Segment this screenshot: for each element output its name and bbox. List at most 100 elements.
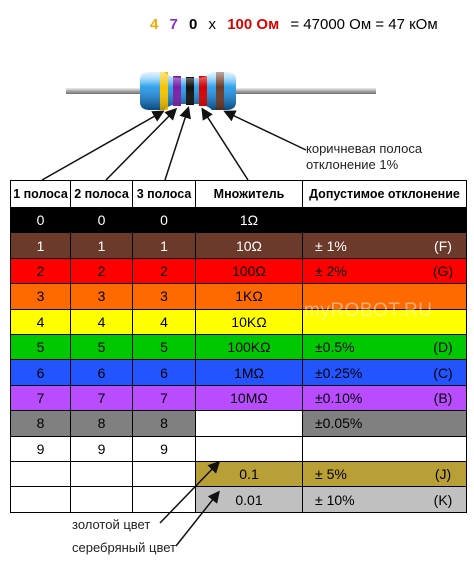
- band-1-cell: 6: [10, 359, 71, 386]
- band-1-cell: 8: [10, 410, 71, 437]
- resistor-diagram: [41, 72, 376, 180]
- resistor-shine: [140, 72, 236, 110]
- header-multiplier: Множитель: [195, 180, 303, 208]
- tolerance-note-line2: отклонение 1%: [306, 157, 399, 172]
- tolerance-content: ± 2% (G): [303, 263, 466, 279]
- band-3-cell: 2: [132, 257, 196, 285]
- band-2-cell: 4: [70, 308, 133, 335]
- band-2-cell: 8: [70, 410, 133, 437]
- band-3-cell: 4: [132, 308, 196, 335]
- multiplier-cell: 100Ω: [195, 257, 303, 285]
- band-3-cell: 7: [132, 384, 196, 412]
- header-band-3: 3 полоса: [132, 180, 196, 208]
- tolerance-note: коричневая полоса отклонение 1%: [306, 141, 422, 173]
- tolerance-value: ±0.5%: [315, 339, 355, 356]
- formula-times: x: [208, 16, 217, 33]
- tolerance-value: ±0.25%: [315, 364, 363, 381]
- tolerance-content: ± 1% (F): [303, 238, 466, 254]
- band-1-cell: 1: [10, 232, 71, 259]
- silver-multiplier-cell: 0.01: [195, 486, 303, 513]
- tolerance-note-line1: коричневая полоса: [306, 141, 423, 156]
- tolerance-content: ±0.10% (B): [303, 390, 466, 406]
- tolerance-code: (C): [433, 364, 453, 381]
- tolerance-code: (J): [434, 466, 452, 483]
- multiplier-cell: 10KΩ: [195, 308, 303, 335]
- empty-band-cell: [10, 461, 71, 488]
- band-3-cell: 0: [132, 207, 196, 234]
- multiplier-cell: [195, 410, 303, 437]
- multiplier-cell: 100KΩ: [195, 334, 303, 361]
- header-tolerance: Допустимое отклонение: [302, 180, 467, 208]
- band-3-cell: 3: [132, 283, 196, 310]
- tolerance-value: ± 5%: [315, 466, 347, 483]
- tolerance-value: ±0.05%: [315, 415, 363, 432]
- band-1-cell: 7: [10, 384, 71, 412]
- silver-tolerance-cell: ± 10% (K): [302, 486, 467, 513]
- band-1-cell: 4: [10, 308, 71, 335]
- band-1-cell: 5: [10, 334, 71, 361]
- band-3-cell: 9: [132, 435, 196, 462]
- band-3-cell: 5: [132, 334, 196, 361]
- multiplier-cell: 1Ω: [195, 207, 303, 234]
- color-code-table: 1 полоса 2 полоса 3 полоса Множитель Допусти…: [10, 180, 467, 513]
- arrow-band-3: [164, 106, 191, 180]
- resistance-formula: 4 7 0 x 100 Ом = 47000 Ом = 47 кОм: [150, 16, 445, 33]
- multiplier-cell: 1MΩ: [195, 359, 303, 386]
- empty-band-cell: [10, 486, 71, 513]
- gold-label: золотой цвет: [72, 517, 151, 532]
- silver-label: серебряный цвет: [72, 540, 176, 555]
- tolerance-value: ± 2%: [315, 262, 347, 279]
- header-band-1: 1 полоса: [10, 180, 71, 208]
- arrow-multiplier: [201, 107, 249, 180]
- gold-tolerance-cell: ± 5% (J): [302, 461, 467, 488]
- band-2-cell: 3: [70, 283, 133, 310]
- tolerance-cell: ± 1% (F): [302, 232, 467, 259]
- formula-digit-2: 7: [169, 16, 178, 33]
- tolerance-cell: ±0.5% (D): [302, 334, 467, 361]
- band-1-cell: 9: [10, 435, 71, 462]
- band-2-cell: 1: [70, 232, 133, 259]
- band-3-cell: 6: [132, 359, 196, 386]
- resistor: [66, 72, 376, 110]
- formula-digit-3: 0: [189, 16, 198, 33]
- resistor-lead-left: [66, 88, 146, 94]
- empty-band-cell: [70, 461, 133, 488]
- multiplier-cell: [195, 435, 303, 462]
- arrow-tolerance: [223, 110, 307, 151]
- arrow-band-1: [41, 110, 165, 180]
- formula-result: = 47000 Ом = 47 кОм: [290, 16, 438, 33]
- formula-multiplier: 100 Ом: [227, 16, 280, 33]
- tolerance-value: ± 10%: [315, 491, 355, 508]
- tolerance-content: ±0.25% (C): [303, 365, 466, 381]
- band-2-cell: 9: [70, 435, 133, 462]
- tolerance-content: ± 5% (J): [303, 466, 466, 482]
- tolerance-cell: [302, 435, 467, 462]
- band-arrows: [41, 106, 307, 180]
- tolerance-cell: [302, 308, 467, 335]
- resistor-lead-right: [226, 88, 376, 94]
- empty-band-cell: [70, 486, 133, 513]
- band-1-cell: 3: [10, 283, 71, 310]
- tolerance-content: ± 10% (K): [303, 492, 466, 508]
- tolerance-cell: ± 2% (G): [302, 257, 467, 285]
- multiplier-cell: 10Ω: [195, 232, 303, 259]
- band-3-cell: 1: [132, 232, 196, 259]
- tolerance-cell: ±0.05%: [302, 410, 467, 437]
- band-2-cell: 0: [70, 207, 133, 234]
- tolerance-code: (F): [434, 237, 452, 254]
- tolerance-value: ± 1%: [315, 237, 347, 254]
- tolerance-content: ±0.05%: [303, 415, 466, 431]
- tolerance-cell: [302, 283, 467, 310]
- tolerance-cell: [302, 207, 467, 234]
- band-2-cell: 7: [70, 384, 133, 412]
- formula-digit-1: 4: [150, 16, 159, 33]
- tolerance-code: (G): [432, 262, 454, 279]
- band-1-cell: 2: [10, 257, 71, 285]
- band-3-cell: 8: [132, 410, 196, 437]
- tolerance-code: (D): [433, 339, 453, 356]
- empty-band-cell: [132, 461, 196, 488]
- tolerance-content: ±0.5% (D): [303, 339, 466, 355]
- tolerance-code: (B): [433, 389, 453, 406]
- watermark: myROBOT.RU: [304, 300, 433, 321]
- tolerance-cell: ±0.10% (B): [302, 384, 467, 412]
